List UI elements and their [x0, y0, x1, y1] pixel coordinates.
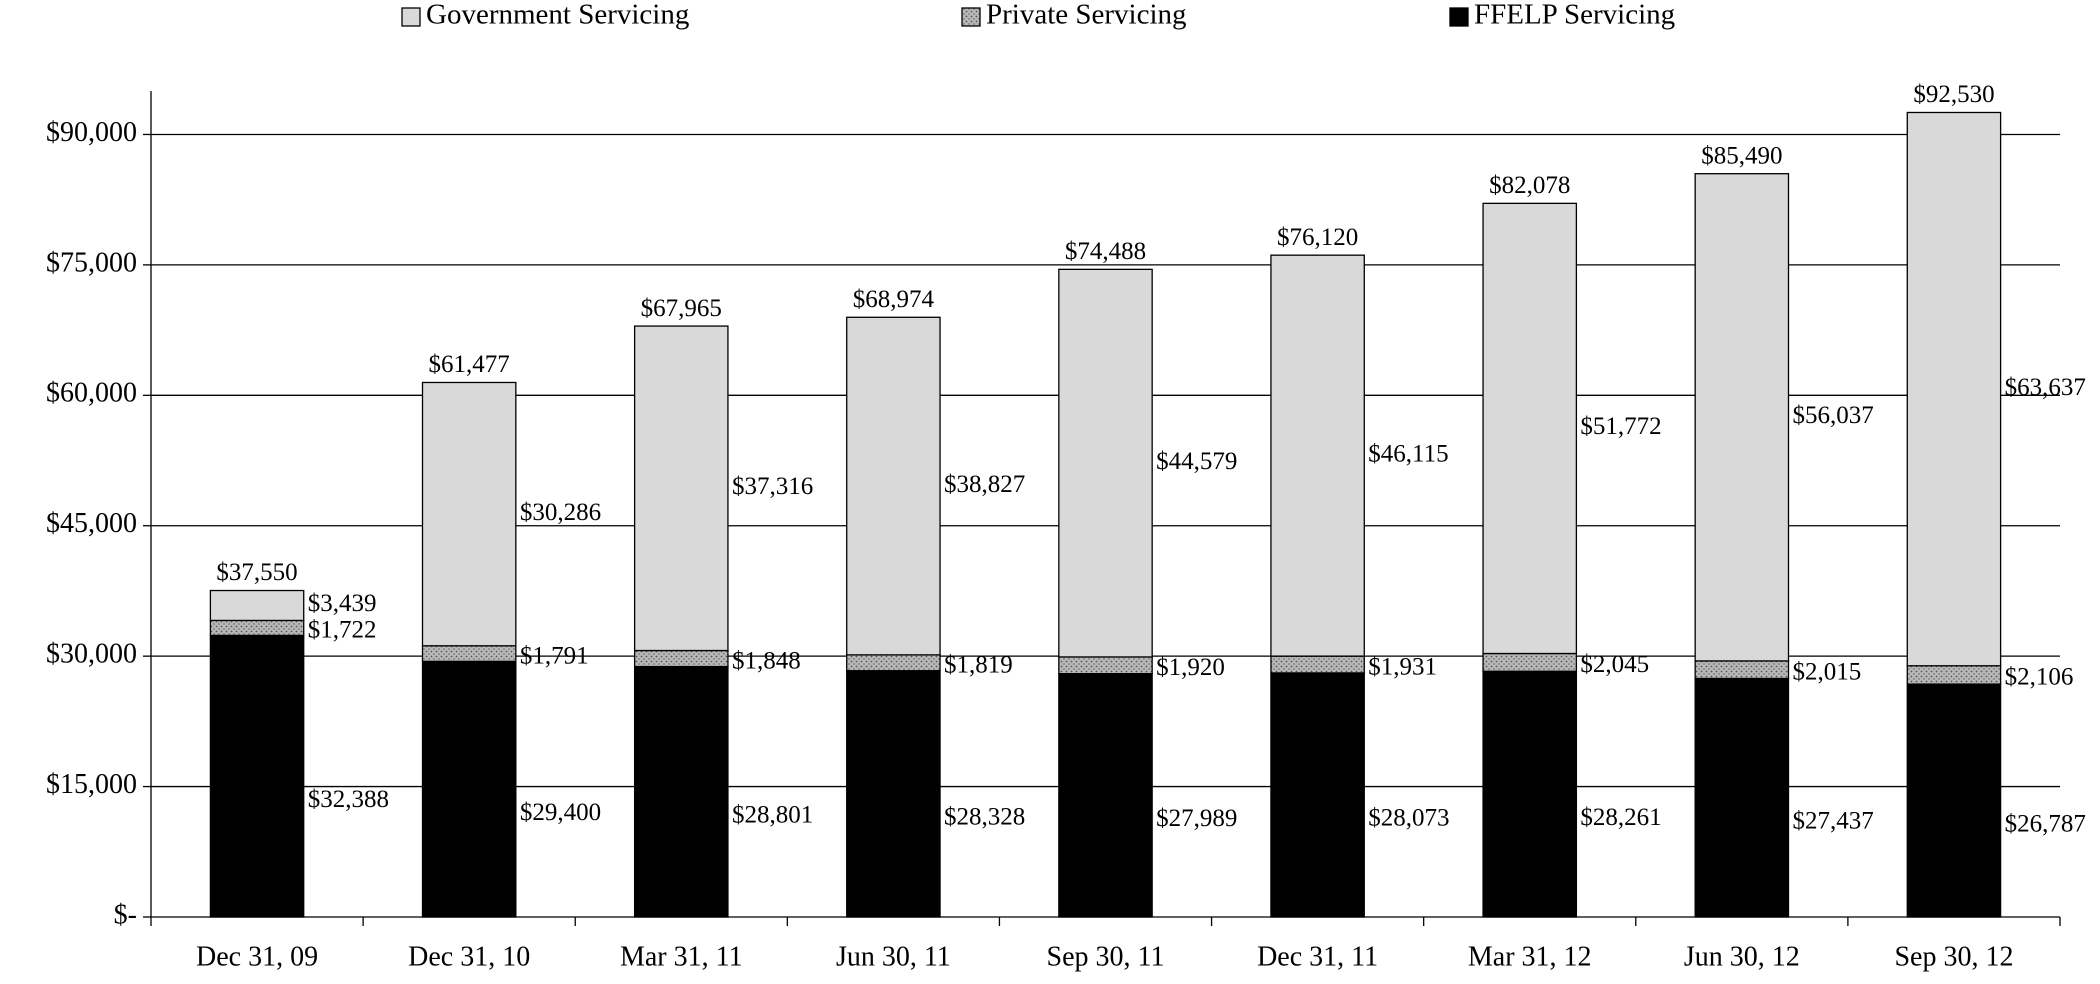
- total-label: $82,078: [1489, 172, 1570, 199]
- data-label: $28,261: [1580, 804, 1661, 831]
- data-label: $2,015: [1792, 658, 1861, 685]
- bar-segment: [1906, 665, 2002, 685]
- bar-segment: [209, 619, 305, 637]
- data-label: $3,439: [308, 590, 377, 617]
- data-label: $38,827: [944, 471, 1025, 498]
- legend-swatch: [961, 7, 981, 27]
- data-label: $30,286: [520, 499, 601, 526]
- y-tick-label: $75,000: [46, 247, 137, 278]
- x-tick-label: Dec 31, 10: [408, 941, 530, 972]
- data-label: $1,791: [520, 642, 589, 669]
- y-tick-label: $-: [114, 899, 137, 930]
- total-label: $85,490: [1701, 142, 1782, 169]
- bar-segment: [209, 589, 305, 622]
- total-label: $74,488: [1065, 238, 1146, 265]
- data-label: $27,989: [1156, 805, 1237, 832]
- bar-segment: [209, 634, 305, 918]
- legend-label: FFELP Servicing: [1474, 0, 1675, 31]
- bar-segment: [1482, 652, 1578, 672]
- x-tick-label: Mar 31, 12: [1468, 941, 1592, 972]
- y-tick-label: $45,000: [46, 508, 137, 539]
- data-label: $27,437: [1792, 807, 1873, 834]
- data-label: $63,637: [2005, 374, 2086, 401]
- data-label: $28,328: [944, 804, 1025, 831]
- x-tick-label: Jun 30, 11: [836, 941, 951, 972]
- data-label: $37,316: [732, 473, 813, 500]
- bar-segment: [1058, 268, 1153, 658]
- bar-segment: [1270, 672, 1365, 918]
- bar-segment: [1694, 173, 1790, 662]
- bar-segment: [421, 645, 517, 663]
- y-tick-label: $90,000: [46, 117, 137, 148]
- data-label: $46,115: [1368, 440, 1448, 467]
- bar-segment: [633, 665, 729, 918]
- bar-segment: [1694, 660, 1790, 680]
- data-label: $2,106: [2005, 664, 2074, 691]
- bar-segment: [421, 381, 517, 647]
- x-tick-label: Sep 30, 11: [1047, 941, 1165, 972]
- total-label: $67,965: [641, 295, 722, 322]
- data-label: $28,801: [732, 802, 813, 829]
- bar-segment: [846, 654, 941, 672]
- bar-segment: [633, 325, 729, 652]
- x-tick-label: Jun 30, 12: [1684, 941, 1800, 972]
- data-label: $1,920: [1156, 654, 1225, 681]
- total-label: $68,974: [853, 286, 935, 313]
- x-tick-label: Sep 30, 12: [1894, 941, 2013, 972]
- bar-segment: [1906, 683, 2002, 918]
- data-label: $28,073: [1368, 805, 1449, 832]
- y-tick-label: $30,000: [46, 639, 137, 670]
- y-tick-label: $60,000: [46, 378, 137, 409]
- data-label: $1,848: [732, 647, 801, 674]
- bar-segment: [846, 316, 941, 656]
- data-label: $26,787: [2005, 810, 2086, 837]
- legend-label: Government Servicing: [426, 0, 689, 31]
- total-label: $37,550: [216, 559, 297, 586]
- data-label: $1,819: [944, 652, 1013, 679]
- bar-segment: [1906, 111, 2002, 667]
- bar-segment: [1482, 202, 1578, 655]
- bar-segment: [1270, 254, 1365, 657]
- bar-segment: [1482, 670, 1578, 918]
- bar-segment: [633, 649, 729, 668]
- legend-swatch: [401, 7, 421, 27]
- data-label: $1,931: [1368, 653, 1437, 680]
- legend-label: Private Servicing: [986, 0, 1187, 31]
- bar-segment: [1058, 672, 1153, 918]
- total-label: $61,477: [429, 351, 510, 378]
- data-label: $51,772: [1580, 413, 1661, 440]
- data-label: $44,579: [1156, 448, 1237, 475]
- bar-segment: [846, 670, 941, 918]
- data-label: $29,400: [520, 799, 601, 826]
- bar-segment: [421, 660, 517, 918]
- data-label: $2,045: [1580, 651, 1649, 678]
- x-tick-label: Mar 31, 11: [620, 941, 743, 972]
- data-label: $1,722: [308, 617, 377, 644]
- data-label: $32,388: [308, 786, 389, 813]
- y-tick-label: $15,000: [46, 769, 137, 800]
- data-label: $56,037: [1792, 402, 1873, 429]
- x-tick-label: Dec 31, 09: [196, 941, 318, 972]
- legend-swatch: [1449, 7, 1469, 27]
- x-tick-label: Dec 31, 11: [1257, 941, 1378, 972]
- total-label: $92,530: [1913, 81, 1994, 108]
- bar-segment: [1694, 677, 1790, 918]
- total-label: $76,120: [1277, 224, 1358, 251]
- bar-segment: [1058, 656, 1153, 675]
- bar-segment: [1270, 655, 1365, 674]
